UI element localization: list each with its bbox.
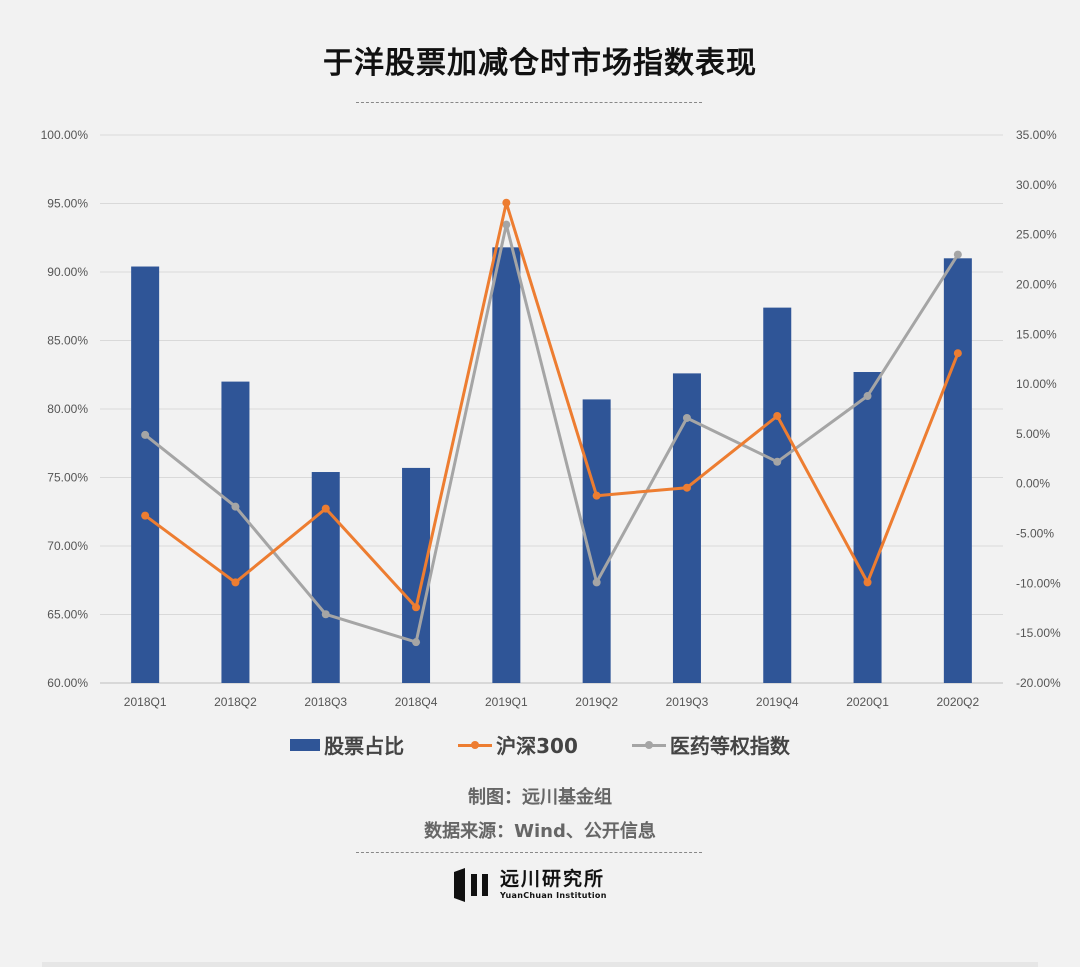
legend-swatch-pharma — [631, 739, 666, 751]
series-point — [773, 457, 782, 466]
x-tick-label: 2020Q1 — [846, 695, 889, 709]
x-tick-label: 2019Q3 — [666, 695, 709, 709]
y-right-tick-label: 10.00% — [1016, 377, 1057, 391]
series-point — [412, 638, 421, 647]
bar — [943, 258, 972, 683]
x-tick-label: 2019Q4 — [756, 695, 799, 709]
series-point — [231, 502, 240, 511]
series-point — [321, 504, 330, 513]
y-right-tick-label: 15.00% — [1016, 327, 1057, 341]
series-point — [953, 250, 962, 259]
series-point — [773, 411, 782, 420]
divider-bottom — [356, 852, 702, 853]
logo-mark-icon — [454, 868, 488, 902]
y-right-tick-label: 0.00% — [1016, 477, 1050, 491]
y-left-tick-label: 100.00% — [41, 128, 89, 142]
y-right-tick-label: 35.00% — [1016, 128, 1057, 142]
series-point — [141, 511, 150, 520]
x-tick-label: 2019Q1 — [485, 695, 528, 709]
x-tick-label: 2018Q2 — [214, 695, 257, 709]
legend-swatch-bar — [290, 738, 321, 751]
series-line — [144, 201, 960, 609]
y-left-tick-label: 85.00% — [47, 334, 88, 348]
series-point — [953, 349, 962, 358]
y-right-tick-label: 5.00% — [1016, 427, 1050, 441]
y-right-tick-label: 30.00% — [1016, 178, 1057, 192]
y-right-tick-label: 25.00% — [1016, 228, 1057, 242]
legend-item-pharma: 医药等权指数 — [631, 730, 790, 759]
bottom-strip — [42, 962, 1038, 967]
bar — [763, 307, 792, 683]
x-tick-label: 2019Q2 — [575, 695, 618, 709]
divider-top — [356, 102, 702, 103]
x-tick-label: 2018Q1 — [124, 695, 167, 709]
series-point — [682, 413, 691, 422]
y-left-tick-label: 90.00% — [47, 265, 88, 279]
legend: 股票占比 沪深300 医药等权指数 — [0, 730, 1080, 759]
bar — [221, 381, 250, 683]
legend-item-bar: 股票占比 — [290, 730, 404, 759]
legend-swatch-hs300 — [458, 739, 493, 751]
credit-source: 数据来源：Wind、公开信息 — [424, 821, 656, 842]
bar — [131, 266, 160, 683]
series-point — [412, 603, 421, 612]
chart-title: 于洋股票加减仓时市场指数表现 — [323, 46, 757, 81]
legend-label-pharma: 医药等权指数 — [669, 734, 790, 758]
y-right-tick-label: -15.00% — [1016, 626, 1061, 640]
legend-label-hs300: 沪深300 — [496, 734, 578, 758]
series-point — [863, 392, 872, 401]
series-point — [502, 198, 511, 207]
series-point — [592, 578, 601, 587]
logo-name-en: YuanChuan Institution — [500, 891, 607, 900]
legend-item-hs300: 沪深300 — [458, 730, 578, 759]
series-point — [682, 483, 691, 492]
series-point — [863, 578, 872, 587]
y-right-tick-label: 20.00% — [1016, 277, 1057, 291]
bar — [311, 472, 340, 683]
brand-logo: 远川研究所 YuanChuan Institution — [452, 868, 607, 902]
y-right-tick-label: -5.00% — [1016, 527, 1054, 541]
y-left-tick-label: 65.00% — [47, 608, 88, 622]
series-point — [231, 578, 240, 587]
bar — [672, 373, 701, 683]
y-right-tick-label: -10.00% — [1016, 576, 1061, 590]
y-left-tick-label: 80.00% — [47, 402, 88, 416]
credit-maker: 制图：远川基金组 — [468, 787, 612, 808]
y-right-tick-label: -20.00% — [1016, 676, 1061, 690]
y-left-tick-label: 70.00% — [47, 539, 88, 553]
logo-name-cn: 远川研究所 — [500, 868, 606, 890]
series-point — [592, 491, 601, 500]
x-tick-label: 2018Q3 — [304, 695, 347, 709]
series-point — [321, 610, 330, 619]
series-point — [502, 220, 511, 229]
x-tick-label: 2018Q4 — [395, 695, 438, 709]
legend-label-stock-ratio: 股票占比 — [324, 734, 405, 758]
bar — [402, 467, 431, 683]
series-line — [144, 223, 960, 644]
y-left-tick-label: 60.00% — [47, 676, 88, 690]
y-left-tick-label: 95.00% — [47, 197, 88, 211]
series-point — [141, 430, 150, 439]
y-left-tick-label: 75.00% — [47, 471, 88, 485]
x-tick-label: 2020Q2 — [936, 695, 979, 709]
bar — [492, 247, 521, 683]
chart-canvas: 60.00% 65.00% 70.00% 75.00% 80.00% 85.00% 90.0… — [41, 128, 1061, 709]
bar — [853, 372, 882, 683]
